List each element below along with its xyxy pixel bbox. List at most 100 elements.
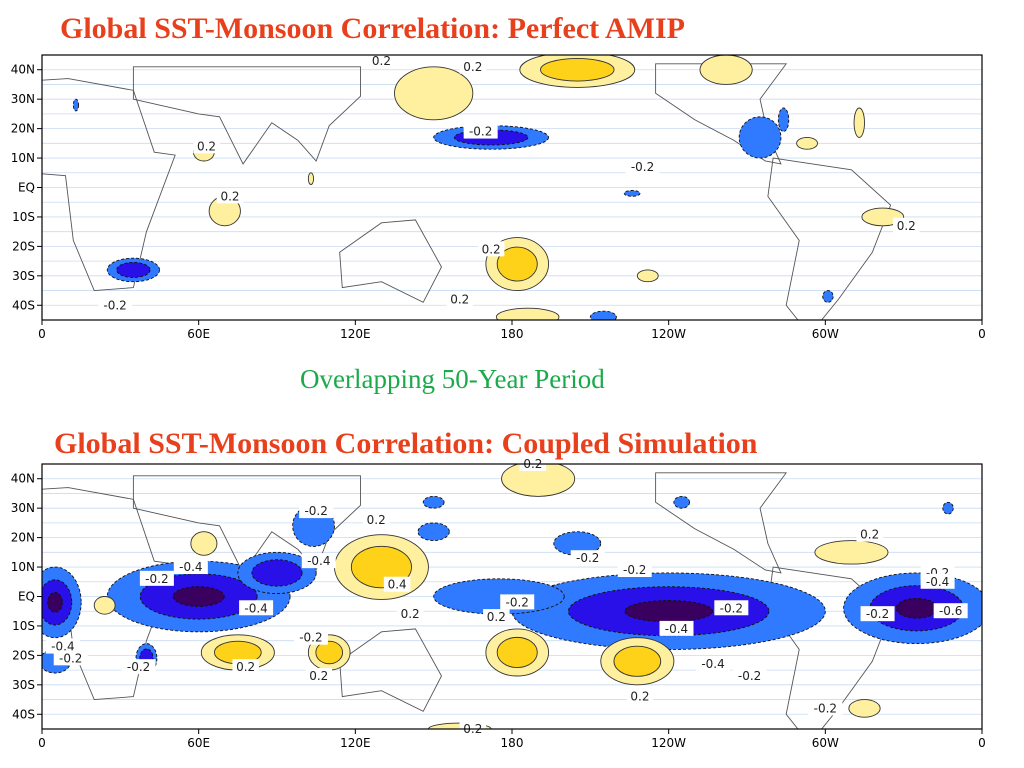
contour-label-bg: [239, 600, 274, 616]
y-tick-label: 20N: [11, 531, 35, 545]
positive-contour-region: [93, 596, 116, 615]
contour-label-bg: [293, 629, 328, 645]
contour-label-bg: [193, 138, 220, 154]
contour-label: -0.2: [576, 551, 599, 565]
x-tick-label: 0: [38, 736, 46, 750]
negative-contour-region: [47, 592, 63, 613]
y-tick-label: 30S: [12, 269, 35, 283]
coastline: [132, 66, 362, 165]
contour-label: 0.2: [860, 528, 879, 542]
contour-label-bg: [933, 603, 968, 619]
contour-label-bg: [121, 659, 156, 675]
contour-label-bg: [920, 573, 955, 589]
y-tick-label: 40N: [11, 63, 35, 77]
contour-label: -0.2: [720, 601, 743, 615]
x-tick-label: 0: [38, 327, 46, 341]
x-tick-label: 180: [501, 736, 524, 750]
x-tick-label: 60E: [187, 736, 210, 750]
contour-label-bg: [893, 217, 920, 233]
x-tick-label: 180: [501, 327, 524, 341]
positive-contour-region: [848, 699, 881, 718]
y-tick-label: 10S: [12, 619, 35, 633]
y-tick-label: 40S: [12, 298, 35, 312]
negative-contour-region: [942, 501, 954, 515]
contour-label-bg: [463, 123, 498, 139]
coastline: [339, 219, 443, 303]
negative-contour-region: [895, 597, 938, 619]
y-tick-label: 10N: [11, 151, 35, 165]
contour-label: -0.4: [701, 657, 724, 671]
negative-contour-region: [673, 495, 691, 509]
x-axis: 0 60E 120E 180 120W 60W 0: [38, 729, 986, 750]
contour-label: 0.2: [401, 607, 420, 621]
contour-label: -0.2: [738, 669, 761, 683]
negative-contour-region: [738, 116, 782, 159]
y-tick-label: 30S: [12, 678, 35, 692]
y-tick-label: 30N: [11, 501, 35, 515]
y-tick-label: 20S: [12, 239, 35, 253]
coastline: [132, 475, 362, 574]
negative-contour-region: [417, 522, 450, 542]
positive-contour-region: [315, 640, 344, 665]
contour-label-bg: [732, 668, 767, 683]
contour-label: 0.2: [367, 513, 386, 527]
contour-label: -0.2: [469, 125, 492, 139]
positive-contour-region: [307, 172, 315, 186]
contour-label: -0.4: [51, 640, 74, 654]
positive-contour-region: [540, 57, 615, 82]
negative-contour-region: [433, 578, 565, 615]
positive-contour-region: [814, 540, 889, 565]
contour-label-bg: [570, 550, 605, 566]
contour-label-bg: [477, 241, 505, 257]
y-tick-label: EQ: [18, 590, 35, 604]
top-chart-title: Global SST-Monsoon Correlation: Perfect …: [60, 12, 685, 45]
contour-labels: 0.2-0.20.2-0.4 -0.4-0.2 0.4-0.4 0.2-0.20.2-…: [45, 456, 968, 736]
coastlines: [42, 63, 892, 320]
contour-label-bg: [714, 600, 749, 616]
contour-label-bg: [617, 562, 652, 577]
x-tick-label: 120E: [340, 736, 371, 750]
contour-label: -0.2: [814, 701, 837, 715]
negative-contour-region: [589, 310, 617, 320]
contour-label: 0.2: [372, 54, 391, 68]
contour-label: -0.4: [926, 575, 949, 589]
positive-contour-region: [496, 246, 538, 282]
contour-label-bg: [305, 668, 333, 683]
contour-label: 0.4: [388, 578, 407, 592]
positive-contour-region: [495, 307, 560, 320]
contour-label-bg: [808, 700, 843, 716]
y-tick-label: 40S: [12, 707, 35, 721]
x-tick-label: 60E: [187, 327, 210, 341]
contour-label: 0.2: [897, 219, 916, 233]
contour-label: 0.2: [450, 292, 469, 306]
contour-label: -0.2: [299, 631, 322, 645]
contour-label: -0.2: [631, 160, 654, 174]
positive-contour-region: [699, 55, 753, 85]
contour-label-bg: [696, 656, 731, 672]
contour-label: -0.2: [623, 563, 646, 577]
y-tick-label: 20N: [11, 122, 35, 136]
x-tick-label: 120W: [651, 327, 686, 341]
coastline: [655, 63, 788, 165]
contour-label-bg: [659, 620, 694, 636]
contour-label-bg: [362, 511, 390, 527]
x-tick-label: 0: [978, 327, 986, 341]
x-tick-label: 60W: [812, 736, 839, 750]
contour-label-bg: [301, 553, 336, 569]
negative-contour-region: [624, 600, 713, 623]
y-axis: 40N 30N 20N 10N EQ 10S 20S 30S 40S: [11, 472, 42, 721]
contour-label: 0.2: [482, 242, 501, 256]
contour-label: 0.2: [463, 60, 482, 74]
contour-label-bg: [173, 559, 208, 575]
contour-label: 0.2: [197, 139, 216, 153]
contour-label-bg: [446, 291, 474, 307]
x-tick-label: 120E: [340, 327, 371, 341]
positive-contour-region: [501, 464, 576, 497]
y-tick-label: 10N: [11, 560, 35, 574]
coastline: [42, 78, 176, 292]
contour-label: -0.2: [304, 504, 327, 518]
positive-contour-region: [394, 66, 474, 121]
map-field: [42, 55, 982, 320]
negative-contour-region: [777, 107, 790, 133]
